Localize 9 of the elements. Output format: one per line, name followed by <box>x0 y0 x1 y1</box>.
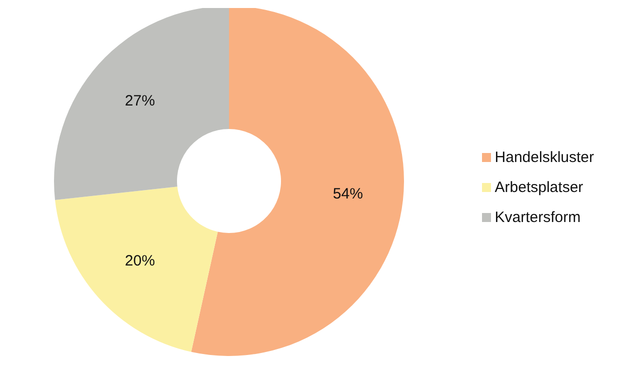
data-label: 54% <box>332 186 363 202</box>
donut-slice <box>191 8 404 356</box>
donut-slice <box>55 186 218 352</box>
legend-label: Handelskluster <box>494 148 594 166</box>
legend-label: Arbetsplatser <box>494 178 584 196</box>
donut-slice <box>54 8 229 200</box>
data-label: 27% <box>124 92 155 110</box>
legend-label: Kvartersform <box>494 208 581 226</box>
data-label: 20% <box>124 252 155 270</box>
